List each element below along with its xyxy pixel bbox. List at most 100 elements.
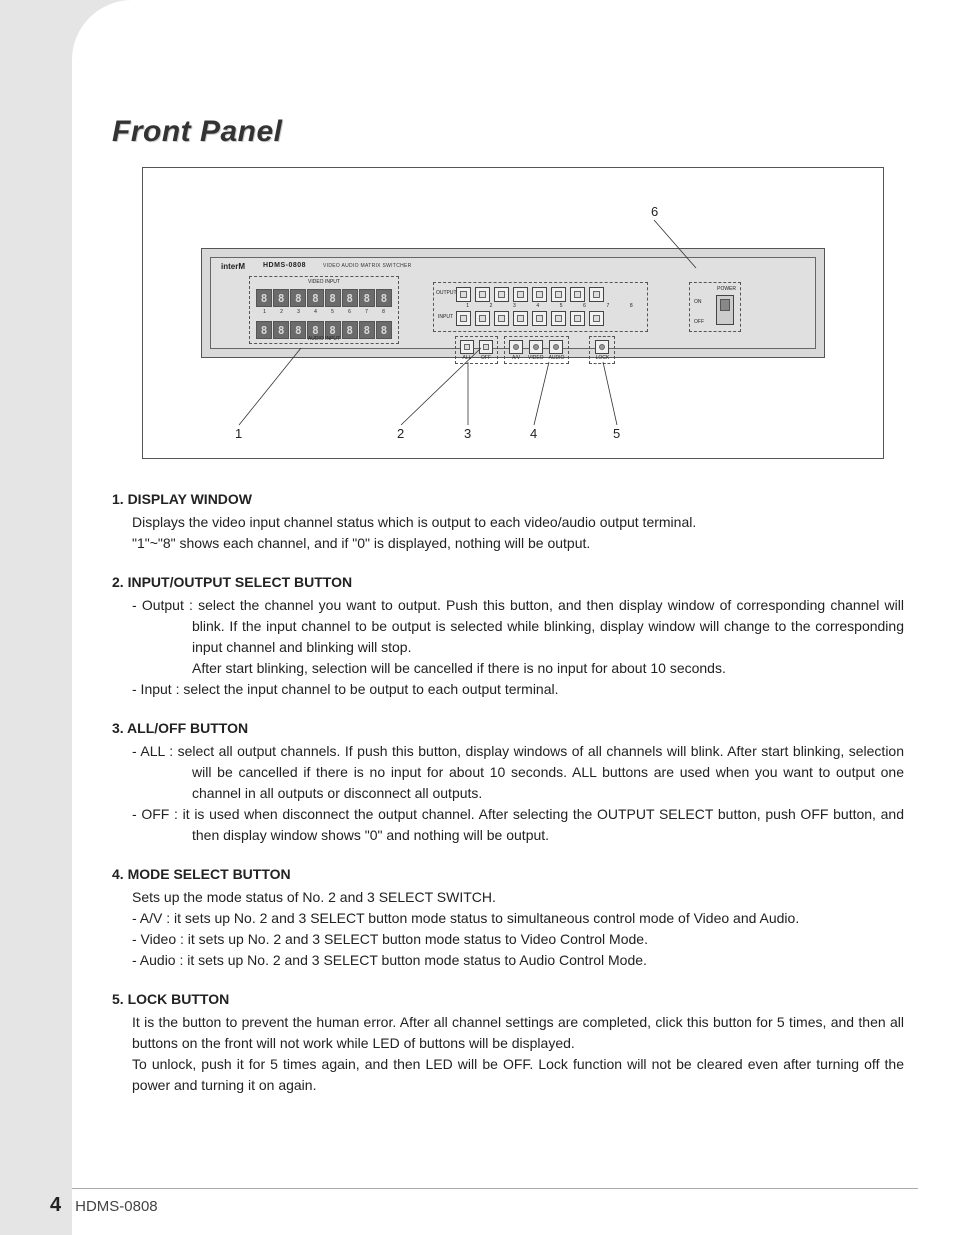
item-line: Sets up the mode status of No. 2 and 3 S… — [132, 887, 904, 908]
item-line: It is the button to prevent the human er… — [132, 1012, 904, 1054]
item-heading: 4. MODE SELECT BUTTON — [112, 864, 904, 885]
off-button-group: OFF — [479, 340, 493, 361]
io-number: 1 — [456, 303, 479, 309]
callout-5: 5 — [613, 426, 620, 441]
segment-digit: 8 — [256, 289, 272, 307]
input-select-button[interactable] — [532, 311, 547, 326]
item-subline: - ALL : select all output channels. If p… — [132, 741, 904, 804]
item-subline: - OFF : it is used when disconnect the o… — [132, 804, 904, 846]
lock-button[interactable] — [595, 340, 609, 354]
model-sublabel: VIDEO AUDIO MATRIX SWITCHER — [323, 263, 412, 269]
item-line: "1"~"8" shows each channel, and if "0" i… — [132, 533, 904, 554]
control-label: A/V — [512, 355, 520, 361]
page-body: Front Panel 6 interM HDMS-0808 VIDEO AUD… — [72, 0, 954, 1235]
control-label: VIDEO — [528, 355, 544, 361]
control-label: ALL — [463, 355, 472, 361]
segment-digit: 8 — [342, 289, 358, 307]
output-select-button[interactable] — [532, 287, 547, 302]
lock-button-group: LOCK — [595, 340, 609, 361]
power-switch[interactable] — [716, 295, 734, 325]
item-body: - ALL : select all output channels. If p… — [112, 741, 904, 846]
display-bottom-label: AUDIO INPUT — [250, 336, 398, 342]
segment-digit: 8 — [325, 289, 341, 307]
channel-number: 8 — [375, 309, 392, 315]
mode-video-button[interactable] — [529, 340, 543, 354]
callout-3: 3 — [464, 426, 471, 441]
io-numbers: 12345678 — [456, 303, 643, 309]
item-body: - Output : select the channel you want t… — [112, 595, 904, 700]
segment-digit: 8 — [359, 289, 375, 307]
output-select-button[interactable] — [570, 287, 585, 302]
item-subline: - Output : select the channel you want t… — [132, 595, 904, 658]
output-label: OUTPUT — [436, 290, 457, 296]
mode-audio-button[interactable] — [549, 340, 563, 354]
item-heading: 1. DISPLAY WINDOW — [112, 489, 904, 510]
io-number: 6 — [573, 303, 596, 309]
channel-number: 5 — [324, 309, 341, 315]
all-off-group: ALL OFF — [455, 336, 498, 364]
channel-number: 3 — [290, 309, 307, 315]
segment-digit: 8 — [273, 289, 289, 307]
description-item: 2. INPUT/OUTPUT SELECT BUTTON- Output : … — [112, 572, 904, 700]
off-button[interactable] — [479, 340, 493, 354]
output-select-button[interactable] — [513, 287, 528, 302]
channel-number: 6 — [341, 309, 358, 315]
segment-digit: 8 — [376, 289, 392, 307]
input-select-button[interactable] — [513, 311, 528, 326]
display-channel-numbers: 12345678 — [256, 309, 392, 315]
page-number: 4 — [50, 1194, 61, 1217]
description-item: 1. DISPLAY WINDOWDisplays the video inpu… — [112, 489, 904, 554]
item-line: To unlock, push it for 5 times again, an… — [132, 1054, 904, 1096]
io-number: 2 — [479, 303, 502, 309]
mode-video-group: VIDEO — [528, 340, 544, 361]
description-item: 4. MODE SELECT BUTTONSets up the mode st… — [112, 864, 904, 971]
item-line: Displays the video input channel status … — [132, 512, 904, 533]
output-select-button[interactable] — [494, 287, 509, 302]
segment-row-video: 88888888 — [256, 289, 392, 307]
output-select-button[interactable] — [589, 287, 604, 302]
item-subline: After start blinking, selection will be … — [132, 658, 904, 679]
description-list: 1. DISPLAY WINDOWDisplays the video inpu… — [112, 489, 904, 1096]
callout-2: 2 — [397, 426, 404, 441]
input-select-button[interactable] — [494, 311, 509, 326]
output-button-row — [456, 287, 643, 302]
output-select-button[interactable] — [475, 287, 490, 302]
channel-number: 7 — [358, 309, 375, 315]
output-select-button[interactable] — [551, 287, 566, 302]
channel-number: 4 — [307, 309, 324, 315]
io-number: 8 — [620, 303, 643, 309]
control-label: LOCK — [596, 355, 610, 361]
input-select-button[interactable] — [475, 311, 490, 326]
input-select-button[interactable] — [589, 311, 604, 326]
input-select-button[interactable] — [570, 311, 585, 326]
item-heading: 2. INPUT/OUTPUT SELECT BUTTON — [112, 572, 904, 593]
all-button[interactable] — [460, 340, 474, 354]
description-item: 5. LOCK BUTTONIt is the button to preven… — [112, 989, 904, 1096]
all-button-group: ALL — [460, 340, 474, 361]
io-number: 5 — [550, 303, 573, 309]
channel-number: 2 — [273, 309, 290, 315]
power-label: POWER — [717, 286, 736, 292]
power-block: POWER ON OFF — [689, 282, 741, 332]
channel-number: 1 — [256, 309, 273, 315]
control-label: OFF — [481, 355, 491, 361]
segment-digit: 8 — [290, 289, 306, 307]
left-margin — [0, 0, 72, 1235]
control-label: AUDIO — [549, 355, 565, 361]
footer-rule — [72, 1188, 918, 1189]
power-off-label: OFF — [694, 319, 704, 325]
output-select-button[interactable] — [456, 287, 471, 302]
panel-outer: interM HDMS-0808 VIDEO AUDIO MATRIX SWIT… — [201, 248, 825, 358]
mode-audio-group: AUDIO — [549, 340, 565, 361]
mode-av-button[interactable] — [509, 340, 523, 354]
io-number: 4 — [526, 303, 549, 309]
item-body: Sets up the mode status of No. 2 and 3 S… — [112, 887, 904, 971]
input-select-button[interactable] — [551, 311, 566, 326]
callout-6: 6 — [651, 204, 658, 219]
input-button-row — [456, 311, 643, 326]
io-number: 7 — [596, 303, 619, 309]
page-footer: 4 HDMS-0808 — [50, 1194, 158, 1217]
io-select-block: OUTPUT INPUT 12345678 — [433, 282, 648, 332]
description-item: 3. ALL/OFF BUTTON- ALL : select all outp… — [112, 718, 904, 846]
input-select-button[interactable] — [456, 311, 471, 326]
